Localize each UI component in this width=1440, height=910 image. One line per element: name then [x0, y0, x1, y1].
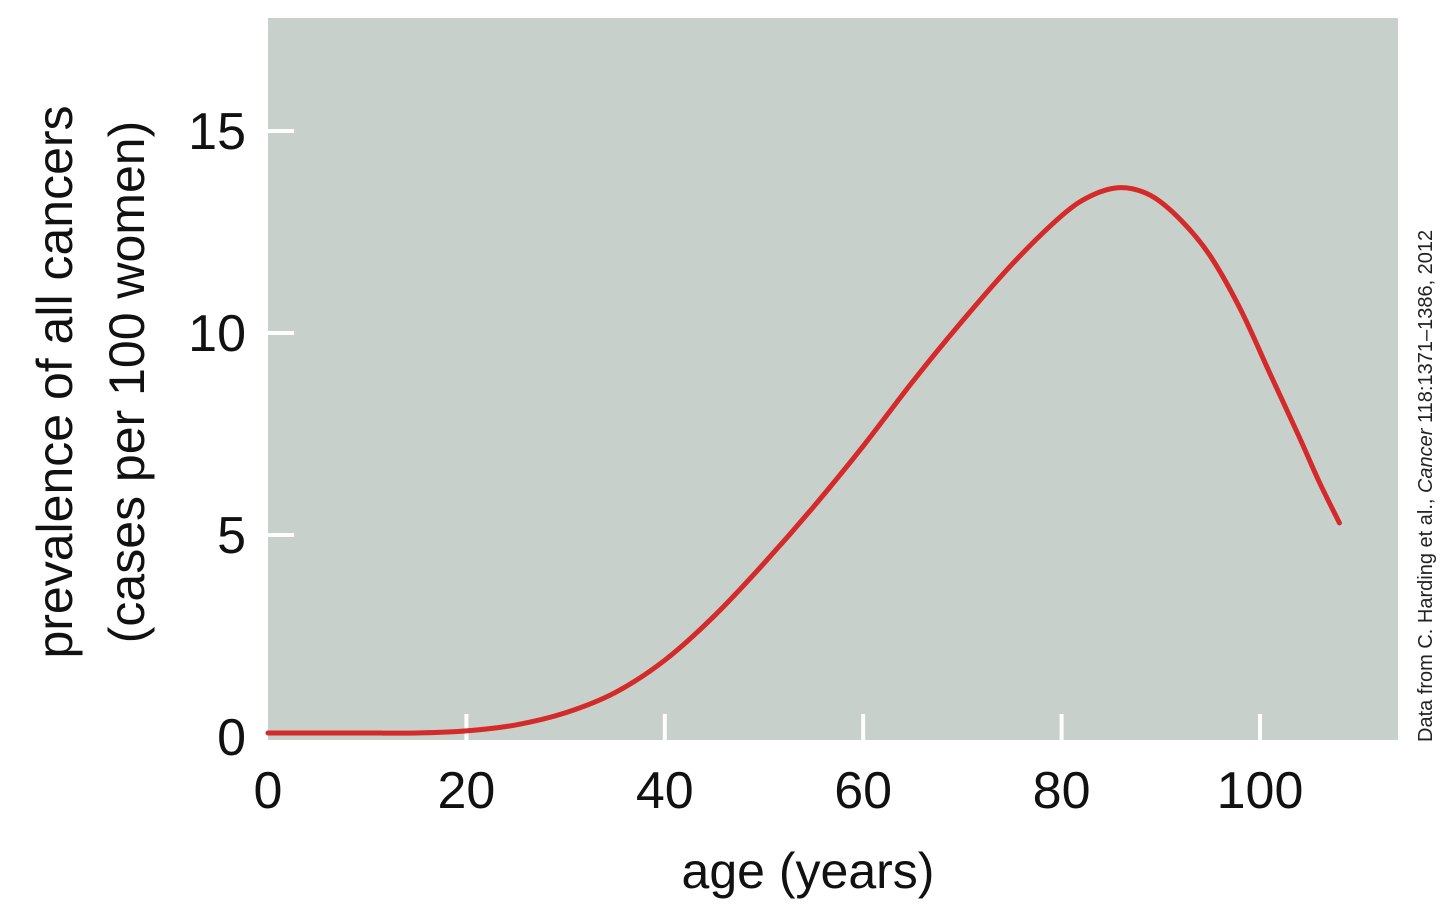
y-axis-ticks: [268, 129, 294, 537]
y-tick-label-15: 15: [188, 103, 246, 161]
y-axis-title: prevalence of all cancers (cases per 100…: [27, 105, 155, 658]
y-axis-tick-labels: 0 5 10 15: [188, 103, 246, 767]
x-axis-ticks: [464, 714, 1262, 740]
plot-area: [268, 18, 1398, 740]
y-tick-label-10: 10: [188, 305, 246, 363]
y-axis-title-line-1: prevalence of all cancers: [27, 105, 83, 658]
x-tick-label-100: 100: [1217, 762, 1304, 820]
x-tick-label-80: 80: [1033, 762, 1091, 820]
x-axis-tick-labels: 0 20 40 60 80 100: [254, 762, 1304, 820]
x-tick-label-20: 20: [437, 762, 495, 820]
y-axis-title-line-2: (cases per 100 women): [99, 121, 155, 643]
x-axis-title: age (years): [682, 843, 935, 899]
x-tick-label-0: 0: [254, 762, 283, 820]
data-source-credit: Data from C. Harding et al., Cancer 118:…: [1415, 230, 1437, 742]
y-tick-label-0: 0: [217, 709, 246, 767]
y-tick-label-5: 5: [217, 507, 246, 565]
x-tick-label-60: 60: [834, 762, 892, 820]
x-tick-label-40: 40: [636, 762, 694, 820]
prevalence-series-line: [265, 185, 1342, 736]
